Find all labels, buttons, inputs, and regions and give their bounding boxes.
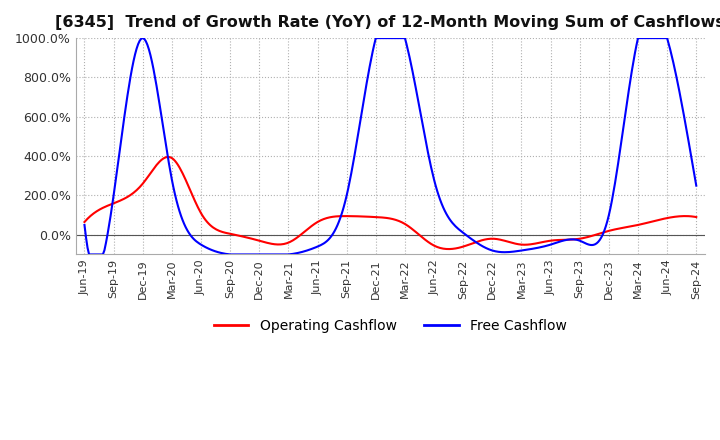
Title: [6345]  Trend of Growth Rate (YoY) of 12-Month Moving Sum of Cashflows: [6345] Trend of Growth Rate (YoY) of 12-… xyxy=(55,15,720,30)
Legend: Operating Cashflow, Free Cashflow: Operating Cashflow, Free Cashflow xyxy=(208,313,572,338)
